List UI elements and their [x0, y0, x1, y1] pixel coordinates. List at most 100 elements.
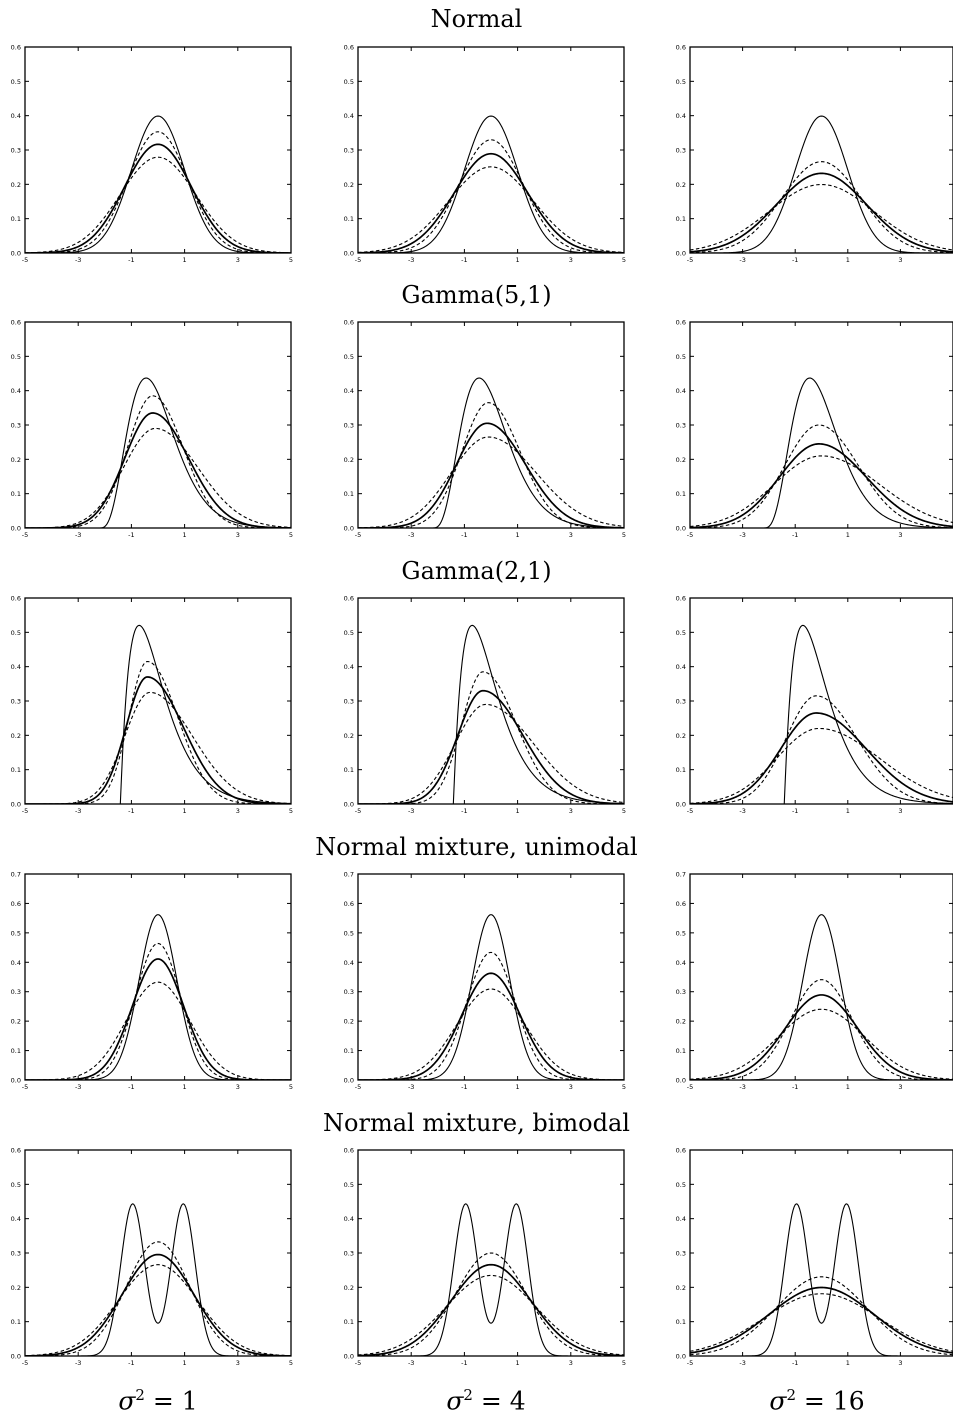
plot-frame [24, 873, 292, 1081]
y-tick-label: 0.6 [11, 900, 21, 908]
upper-bound-line [25, 1241, 291, 1356]
curves [358, 914, 624, 1080]
lower-bound-line [25, 981, 291, 1080]
y-tick-label: 0.2 [676, 732, 686, 740]
panel-r1-c1: 0.0 0.1 0.2 0.3 0.4 0.5 0.6 -5 -3 -1 1 3 5 [11, 44, 293, 265]
plot-frame [357, 873, 625, 1081]
x-tick-label: -3 [739, 531, 745, 539]
x-tick-label: -1 [128, 1083, 134, 1091]
y-tick-label: 0.6 [676, 319, 686, 327]
y-tick-label: 0.1 [676, 1047, 686, 1055]
y-tick-label: 0.5 [344, 629, 354, 637]
lower-bound-line [690, 1008, 953, 1080]
y-tick-label: 0.4 [11, 959, 21, 967]
y-tick-label: 0.5 [676, 929, 686, 937]
true-density-line [690, 1203, 953, 1356]
curves [25, 115, 291, 253]
x-tick-label: -3 [739, 1083, 745, 1091]
lower-bound-line [690, 455, 953, 528]
y-tick-label: 0.7 [11, 871, 21, 879]
upper-bound-line [25, 942, 291, 1080]
x-tick-label: -1 [128, 531, 134, 539]
y-tick-label: 0.2 [344, 181, 354, 189]
y-tick-label: 0.0 [11, 1077, 21, 1085]
y-tick-label: 0.0 [676, 1353, 686, 1361]
estimate-line [690, 994, 953, 1080]
y-tick-label: 0.2 [11, 732, 21, 740]
y-tick-label: 0.2 [344, 456, 354, 464]
estimate-line [25, 958, 291, 1080]
y-tick-label: 0.1 [676, 1318, 686, 1326]
x-tick-label: 3 [898, 807, 902, 815]
curves [690, 115, 953, 253]
y-tick-label: 0.5 [11, 929, 21, 937]
y-tick-label: 0.1 [344, 766, 354, 774]
panel-r1-c3: 0.0 0.1 0.2 0.3 0.4 0.5 0.6 -5 -3 -1 1 3 [676, 44, 953, 264]
y-tick-label: 0.3 [676, 147, 686, 155]
y-tick-label: 0.4 [676, 959, 686, 967]
estimate-line [358, 1263, 624, 1356]
curves [358, 624, 624, 804]
y-tick-label: 0.1 [11, 1318, 21, 1326]
plot-frame [24, 597, 292, 805]
estimate-line [690, 712, 953, 804]
upper-bound-line [25, 131, 291, 253]
y-tick-label: 0.4 [676, 112, 686, 120]
y-tick-label: 0.4 [11, 112, 21, 120]
y-tick-label: 0.4 [11, 387, 21, 395]
x-tick-label: 1 [516, 1083, 520, 1091]
y-tick-label: 0.6 [11, 1147, 21, 1155]
y-tick-label: 0.6 [676, 44, 686, 52]
y-tick-label: 0.1 [676, 766, 686, 774]
x-tick-label: -1 [128, 1359, 134, 1367]
estimate-line [690, 443, 953, 528]
panel-r5-c1: 0.0 0.1 0.2 0.3 0.4 0.5 0.6 -5 -3 -1 1 3 5 [11, 1147, 293, 1368]
y-tick-label: 0.4 [344, 1215, 354, 1223]
x-tick-label: -5 [355, 807, 361, 815]
x-tick-label: 3 [898, 1083, 902, 1091]
y-tick-label: 0.6 [11, 44, 21, 52]
y-tick-label: 0.6 [676, 900, 686, 908]
x-tick-label: -5 [687, 1359, 693, 1367]
plot-frame [357, 597, 625, 805]
y-tick-label: 0.1 [11, 215, 21, 223]
true-density-line [25, 377, 291, 528]
y-tick-label: 0.2 [676, 181, 686, 189]
curves [25, 377, 291, 528]
y-tick-label: 0.2 [11, 1284, 21, 1292]
y-tick-label: 0.1 [676, 490, 686, 498]
upper-bound-line [690, 424, 953, 528]
y-tick-label: 0.2 [344, 1018, 354, 1026]
upper-bound-line [358, 951, 624, 1080]
y-tick-label: 0.5 [344, 353, 354, 361]
y-tick-label: 0.5 [11, 629, 21, 637]
column-label-sigma-16: σ2 = 16 [769, 1386, 865, 1416]
y-tick-label: 0.3 [344, 988, 354, 996]
curves [25, 1203, 291, 1356]
panel-r1-c2: 0.0 0.1 0.2 0.3 0.4 0.5 0.6 -5 -3 -1 1 3 5 [344, 44, 626, 265]
x-tick-label: 1 [516, 531, 520, 539]
upper-bound-line [358, 139, 624, 253]
y-tick-label: 0.6 [344, 44, 354, 52]
plot-frame [689, 46, 953, 254]
upper-bound-line [690, 161, 953, 253]
y-tick-label: 0.6 [11, 595, 21, 603]
y-tick-label: 0.3 [11, 1250, 21, 1258]
panel-r2-c1: 0.0 0.1 0.2 0.3 0.4 0.5 0.6 -5 -3 -1 1 3 5 [11, 319, 293, 540]
upper-bound-line [25, 660, 291, 804]
y-tick-label: 0.4 [344, 959, 354, 967]
y-tick-label: 0.2 [344, 1284, 354, 1292]
y-tick-label: 0.3 [676, 1250, 686, 1258]
x-tick-label: -1 [792, 531, 798, 539]
curves [690, 1203, 953, 1356]
y-tick-label: 0.0 [676, 250, 686, 258]
estimate-line [358, 972, 624, 1080]
true-density-line [358, 1203, 624, 1356]
curves [25, 914, 291, 1080]
x-tick-label: -1 [792, 1083, 798, 1091]
upper-bound-line [25, 395, 291, 528]
y-tick-label: 0.5 [344, 78, 354, 86]
y-tick-label: 0.3 [344, 422, 354, 430]
x-tick-label: 3 [569, 1359, 573, 1367]
plot-frame [689, 873, 953, 1081]
